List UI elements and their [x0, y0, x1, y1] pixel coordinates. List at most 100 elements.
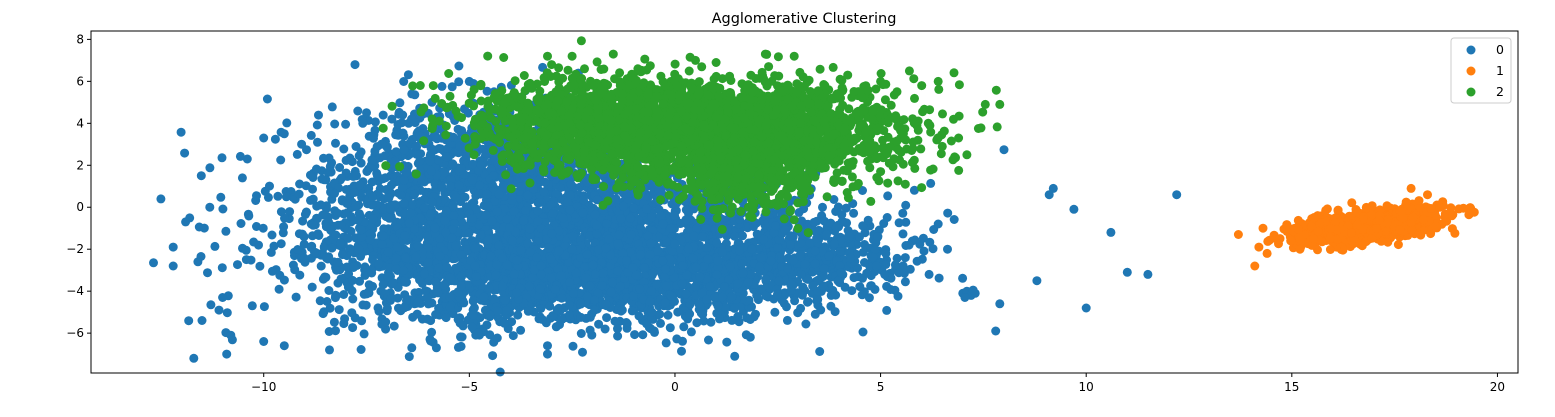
- point-series-0: [329, 317, 339, 327]
- point-series-0: [391, 264, 401, 274]
- point-series-0: [523, 306, 533, 316]
- point-series-0: [440, 167, 450, 177]
- point-series-0: [539, 187, 549, 197]
- point-series-0: [468, 310, 478, 320]
- point-series-0: [628, 263, 638, 273]
- point-series-0: [285, 207, 295, 217]
- point-series-0: [441, 313, 451, 323]
- point-series-0: [425, 156, 435, 166]
- point-series-0: [934, 273, 944, 283]
- point-series-0: [640, 263, 649, 273]
- point-series-0: [369, 133, 378, 143]
- point-series-0: [730, 351, 740, 361]
- point-series-0: [537, 314, 547, 324]
- point-series-0: [318, 210, 328, 220]
- point-series-0: [588, 260, 598, 270]
- point-series-0: [578, 208, 588, 218]
- point-series-0: [399, 77, 409, 86]
- point-series-0: [377, 239, 387, 249]
- point-series-0: [451, 192, 461, 202]
- point-series-0: [383, 247, 393, 257]
- point-series-0: [949, 215, 959, 224]
- point-series-0: [335, 238, 345, 248]
- point-series-0: [666, 223, 676, 233]
- point-series-0: [399, 198, 409, 208]
- point-series-0: [217, 153, 227, 163]
- point-series-0: [782, 315, 792, 325]
- point-series-0: [332, 265, 341, 275]
- point-series-0: [557, 314, 567, 324]
- point-series-0: [528, 273, 538, 282]
- point-series-0: [492, 333, 502, 343]
- point-series-0: [713, 301, 723, 311]
- point-series-0: [433, 288, 443, 298]
- point-series-0: [310, 247, 319, 257]
- point-series-0: [598, 268, 608, 278]
- point-series-0: [367, 200, 377, 210]
- point-series-0: [346, 211, 356, 221]
- point-series-0: [568, 341, 578, 351]
- point-series-0: [801, 319, 811, 329]
- point-series-0: [548, 209, 558, 218]
- point-series-0: [381, 317, 391, 327]
- point-series-0: [613, 266, 623, 276]
- point-series-0: [471, 272, 481, 281]
- point-series-0: [482, 320, 492, 330]
- point-series-0: [467, 214, 477, 224]
- point-series-0: [516, 325, 526, 335]
- point-series-0: [533, 216, 543, 226]
- point-series-0: [677, 346, 686, 356]
- point-series-0: [395, 98, 405, 108]
- point-series-0: [587, 330, 597, 340]
- point-series-0: [581, 273, 591, 283]
- point-series-0: [492, 207, 502, 217]
- point-series-0: [300, 210, 310, 219]
- point-series-0: [470, 261, 480, 271]
- point-series-0: [336, 220, 346, 230]
- point-series-0: [672, 334, 682, 344]
- point-series-0: [710, 293, 720, 302]
- point-series-0: [293, 245, 303, 254]
- point-series-0: [331, 138, 340, 148]
- point-series-0: [492, 260, 502, 270]
- point-series-0: [590, 295, 599, 305]
- point-series-0: [882, 305, 892, 315]
- point-series-0: [866, 281, 876, 291]
- point-series-0: [339, 319, 349, 329]
- point-series-0: [547, 229, 557, 239]
- point-series-0: [488, 351, 498, 361]
- point-series-0: [327, 243, 337, 253]
- point-series-0: [621, 318, 631, 327]
- point-series-0: [255, 261, 265, 271]
- point-series-0: [297, 139, 307, 149]
- point-series-0: [216, 192, 226, 202]
- point-series-0: [361, 300, 371, 310]
- point-series-0: [313, 137, 322, 147]
- point-series-0: [482, 189, 492, 199]
- point-series-0: [645, 297, 655, 307]
- point-series-0: [457, 332, 467, 342]
- point-series-0: [389, 321, 399, 331]
- point-series-0: [694, 299, 704, 309]
- point-series-0: [464, 228, 474, 238]
- point-series-0: [276, 155, 286, 165]
- point-series-0: [294, 189, 304, 199]
- point-series-0: [796, 303, 806, 313]
- point-series-0: [898, 208, 908, 218]
- point-series-0: [488, 171, 498, 181]
- point-series-0: [797, 290, 807, 300]
- point-series-0: [387, 114, 397, 124]
- point-series-0: [262, 94, 272, 104]
- point-series-0: [301, 181, 311, 191]
- point-series-0: [378, 231, 388, 241]
- point-series-0: [316, 261, 326, 271]
- point-series-0: [901, 200, 911, 210]
- point-series-0: [437, 182, 447, 192]
- point-series-0: [565, 277, 575, 287]
- point-series-0: [367, 177, 377, 187]
- point-series-0: [654, 186, 664, 196]
- point-series-0: [745, 315, 755, 324]
- point-series-0: [536, 261, 546, 271]
- point-series-0: [594, 319, 604, 329]
- point-series-0: [281, 192, 291, 202]
